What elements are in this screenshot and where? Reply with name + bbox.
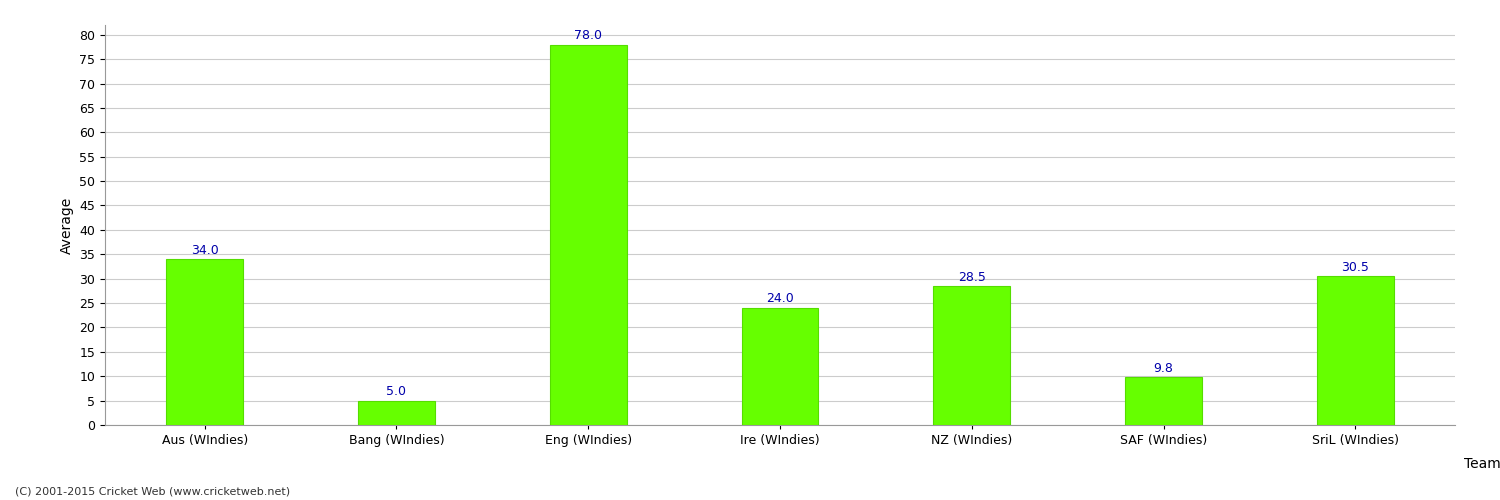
Bar: [1317, 276, 1394, 425]
Text: 5.0: 5.0: [387, 385, 406, 398]
Y-axis label: Average: Average: [60, 196, 74, 254]
Bar: [1125, 377, 1202, 425]
Text: 9.8: 9.8: [1154, 362, 1173, 375]
Bar: [933, 286, 1010, 425]
Text: (C) 2001-2015 Cricket Web (www.cricketweb.net): (C) 2001-2015 Cricket Web (www.cricketwe…: [15, 487, 290, 497]
Bar: [166, 259, 243, 425]
Text: 24.0: 24.0: [766, 292, 794, 306]
Text: 28.5: 28.5: [958, 270, 986, 283]
Bar: [741, 308, 819, 425]
Bar: [358, 400, 435, 425]
Text: 78.0: 78.0: [574, 29, 602, 42]
X-axis label: Team: Team: [1464, 457, 1500, 471]
Bar: [550, 44, 627, 425]
Text: 34.0: 34.0: [190, 244, 219, 256]
Text: 30.5: 30.5: [1341, 261, 1370, 274]
